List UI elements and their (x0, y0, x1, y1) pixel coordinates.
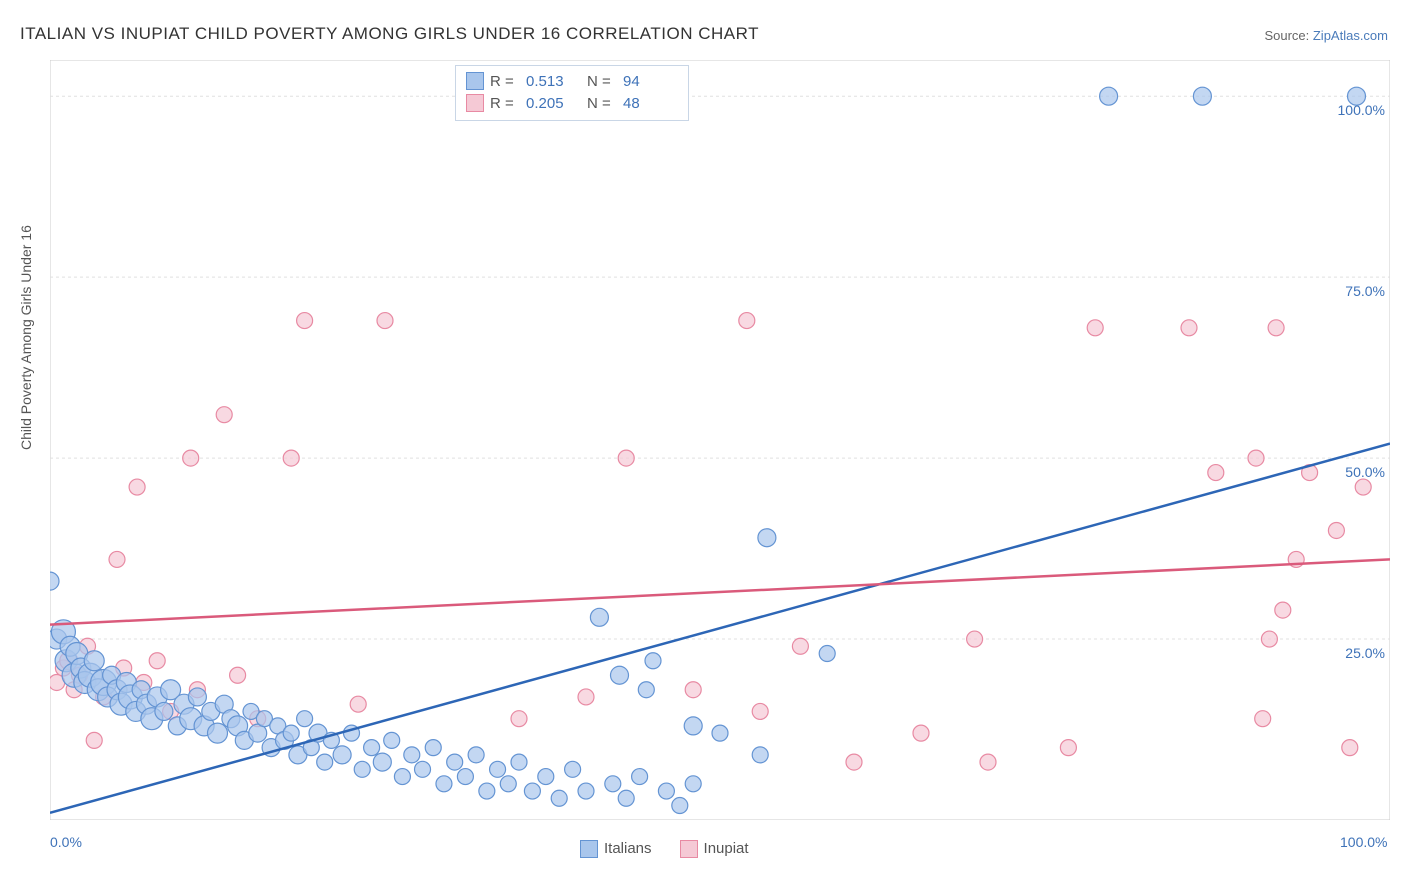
y-tick-label: 50.0% (1330, 464, 1385, 480)
y-tick-label: 75.0% (1330, 283, 1385, 299)
n-value: 94 (623, 73, 678, 90)
legend-series-label: Inupiat (704, 840, 749, 857)
legend-series-label: Italians (604, 840, 652, 857)
correlation-chart: ITALIAN VS INUPIAT CHILD POVERTY AMONG G… (0, 0, 1406, 892)
plot-area (50, 60, 1390, 820)
source-link[interactable]: ZipAtlas.com (1313, 28, 1388, 43)
legend-stats-row: R = 0.513 N = 94 (466, 70, 678, 92)
legend-swatch (680, 840, 698, 858)
n-label: N = (587, 95, 617, 112)
legend-series-item: Italians (580, 840, 652, 858)
x-axis-end-label: 100.0% (1340, 834, 1387, 850)
source-attribution: Source: ZipAtlas.com (1264, 28, 1388, 43)
y-tick-label: 100.0% (1330, 102, 1385, 118)
legend-swatch (580, 840, 598, 858)
chart-title: ITALIAN VS INUPIAT CHILD POVERTY AMONG G… (20, 24, 759, 44)
legend-series: Italians Inupiat (580, 840, 749, 858)
r-value: 0.513 (526, 73, 581, 90)
source-prefix: Source: (1264, 28, 1312, 43)
n-label: N = (587, 73, 617, 90)
legend-stats-row: R = 0.205 N = 48 (466, 92, 678, 114)
y-axis-label: Child Poverty Among Girls Under 16 (18, 225, 34, 450)
x-axis-start-label: 0.0% (50, 834, 82, 850)
legend-stats: R = 0.513 N = 94 R = 0.205 N = 48 (455, 65, 689, 121)
legend-series-item: Inupiat (680, 840, 749, 858)
n-value: 48 (623, 95, 678, 112)
legend-swatch (466, 94, 484, 112)
legend-swatch (466, 72, 484, 90)
r-value: 0.205 (526, 95, 581, 112)
r-label: R = (490, 73, 520, 90)
r-label: R = (490, 95, 520, 112)
y-tick-label: 25.0% (1330, 645, 1385, 661)
